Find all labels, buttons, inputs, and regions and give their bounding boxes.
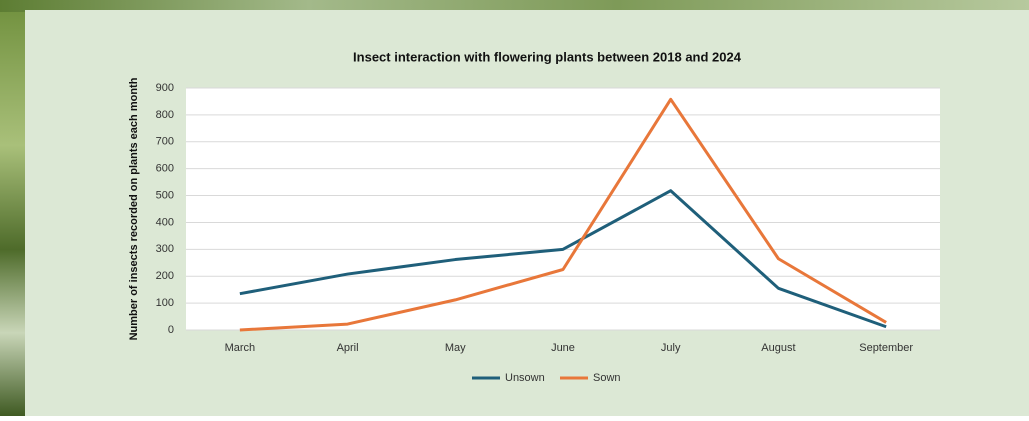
y-tick-label: 900 bbox=[156, 82, 174, 94]
y-tick-label: 300 bbox=[156, 243, 174, 255]
plot-area bbox=[186, 88, 940, 330]
series-line bbox=[239, 189, 887, 329]
chart-title: Insect interaction with flowering plants… bbox=[353, 49, 742, 64]
x-tick-label: July bbox=[661, 342, 681, 354]
y-tick-label: 0 bbox=[168, 324, 174, 336]
x-tick-label: May bbox=[445, 342, 466, 354]
x-tick-label: March bbox=[225, 342, 256, 354]
y-tick-label: 700 bbox=[156, 136, 174, 148]
background-top bbox=[0, 0, 1029, 12]
legend-label: Sown bbox=[593, 372, 621, 384]
x-tick-label: August bbox=[761, 342, 795, 354]
y-tick-label: 200 bbox=[156, 270, 174, 282]
series-line bbox=[239, 97, 887, 332]
x-tick-label: April bbox=[337, 342, 359, 354]
legend-label: Unsown bbox=[505, 372, 545, 384]
y-tick-label: 600 bbox=[156, 163, 174, 175]
x-tick-label: September bbox=[859, 342, 913, 354]
x-tick-label: June bbox=[551, 342, 575, 354]
y-axis-label: Number of insects recorded on plants eac… bbox=[128, 77, 140, 340]
y-tick-label: 100 bbox=[156, 297, 174, 309]
y-tick-label: 800 bbox=[156, 109, 174, 121]
y-tick-label: 400 bbox=[156, 216, 174, 228]
y-tick-label: 500 bbox=[156, 189, 174, 201]
